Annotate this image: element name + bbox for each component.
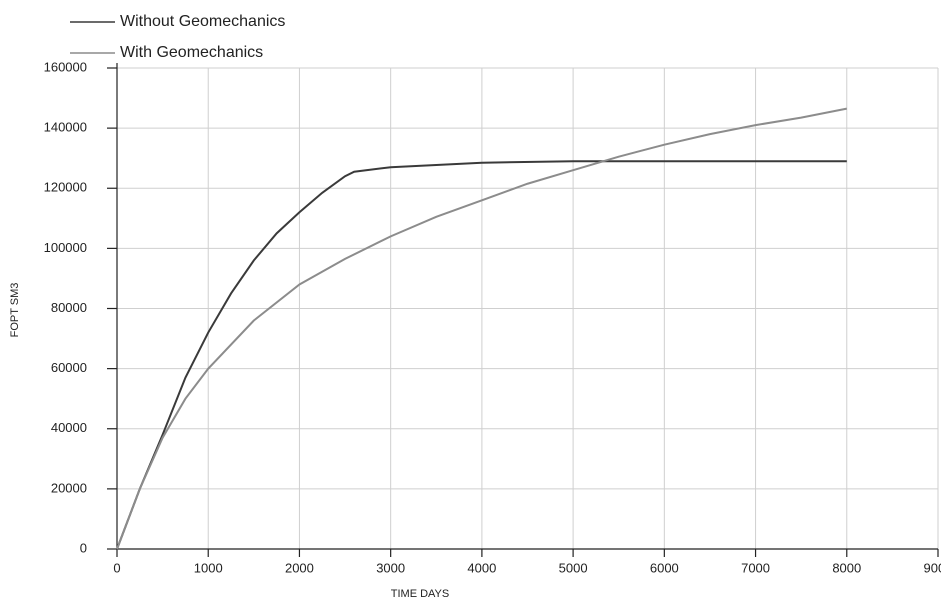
- y-tick-label: 160000: [44, 59, 87, 74]
- legend-label: Without Geomechanics: [120, 13, 285, 30]
- x-tick-label: 1000: [194, 560, 223, 575]
- y-tick-label: 0: [80, 540, 87, 555]
- series-line: [116, 107, 847, 550]
- x-tick-label: 0: [113, 560, 120, 575]
- x-tick-label: 9000: [924, 560, 941, 575]
- x-tick-label: 6000: [650, 560, 679, 575]
- legend-label: With Geomechanics: [120, 44, 263, 61]
- x-tick-label: 2000: [285, 560, 314, 575]
- y-tick-label: 140000: [44, 120, 87, 135]
- x-tick-label: 7000: [741, 560, 770, 575]
- x-axis-label: TIME DAYS: [391, 588, 449, 600]
- y-axis-label: FOPT SM3: [9, 283, 21, 338]
- series-line: [116, 160, 847, 550]
- y-tick-label: 40000: [51, 420, 87, 435]
- x-tick-label: 5000: [559, 560, 588, 575]
- y-tick-label: 100000: [44, 240, 87, 255]
- y-tick-label: 20000: [51, 480, 87, 495]
- x-tick-label: 4000: [467, 560, 496, 575]
- x-tick-label: 8000: [832, 560, 861, 575]
- x-tick-label: 3000: [376, 560, 405, 575]
- y-tick-label: 120000: [44, 180, 87, 195]
- y-tick-label: 60000: [51, 360, 87, 375]
- y-tick-label: 80000: [51, 300, 87, 315]
